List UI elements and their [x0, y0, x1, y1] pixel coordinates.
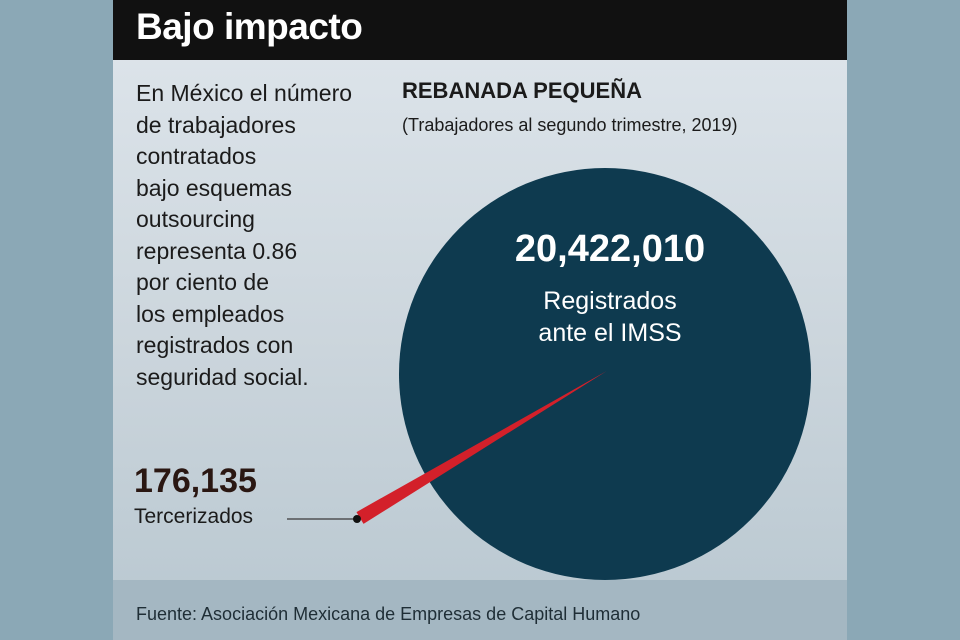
tercerizados-value: 176,135: [134, 462, 257, 500]
tercerizados-label: Tercerizados: [134, 505, 254, 528]
chart-title: REBANADA PEQUEÑA: [402, 78, 642, 103]
registrados-value: 20,422,010: [514, 228, 706, 270]
pie-slice-tercerizados: [356, 370, 607, 524]
page-title: Bajo impacto: [136, 6, 363, 47]
source-text: Fuente: Asociación Mexicana de Empresas …: [136, 604, 641, 624]
description-text: En México el número de trabajadores cont…: [136, 80, 353, 390]
registrados-label: Registrados ante el IMSS: [538, 287, 682, 347]
footer-bar: [113, 580, 847, 640]
header-bar: [113, 0, 847, 60]
pie-slice-registrados: [399, 168, 811, 580]
chart-subtitle: (Trabajadores al segundo trimestre, 2019…: [402, 115, 738, 135]
leader-dot: [353, 515, 361, 523]
